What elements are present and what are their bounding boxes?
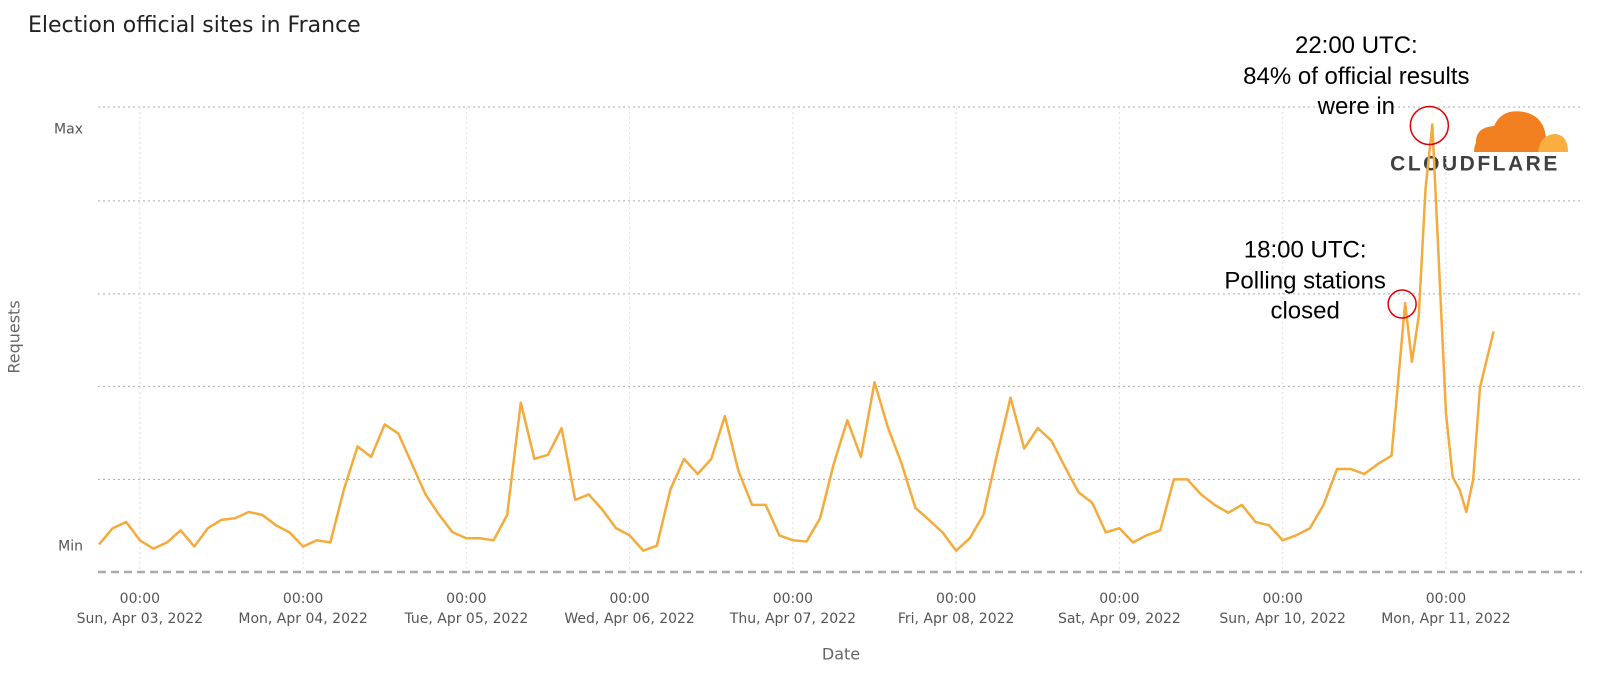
- data-line: [98, 123, 1495, 552]
- x-tick-label: 00:00: [1263, 591, 1303, 607]
- annotation-text: 22:00 UTC:: [1295, 32, 1418, 59]
- x-axis-label: Date: [822, 645, 860, 664]
- x-tick-label: Tue, Apr 05, 2022: [403, 611, 528, 627]
- x-tick-label: 00:00: [446, 591, 486, 607]
- logo-cloud: [1538, 134, 1568, 152]
- x-tick-label: Thu, Apr 07, 2022: [729, 611, 856, 627]
- logo-cloud: [1474, 138, 1498, 152]
- x-tick-label: Fri, Apr 08, 2022: [898, 611, 1015, 627]
- x-tick-label: 00:00: [1426, 591, 1466, 607]
- annotation-text: Polling stations: [1224, 267, 1385, 294]
- annotation-circle: [1387, 289, 1417, 319]
- logo-cloud: [1476, 111, 1551, 152]
- annotation-circle: [1409, 105, 1450, 146]
- annotation-text: closed: [1270, 297, 1339, 324]
- x-tick-label: 00:00: [773, 591, 813, 607]
- logo: CLOUDFLARE: [1390, 111, 1568, 176]
- x-tick-label: Sun, Apr 03, 2022: [77, 611, 204, 627]
- x-tick-label: Wed, Apr 06, 2022: [564, 611, 694, 627]
- x-tick-label: Sun, Apr 10, 2022: [1219, 611, 1346, 627]
- y-tick-label: Max: [54, 122, 83, 138]
- x-tick-label: 00:00: [283, 591, 323, 607]
- annotation-text: were in: [1317, 93, 1395, 120]
- y-tick-label: Min: [58, 539, 83, 555]
- annotation-text: 84% of official results: [1243, 63, 1469, 90]
- y-axis-label: Requests: [5, 300, 24, 373]
- x-tick-label: Mon, Apr 11, 2022: [1381, 611, 1510, 627]
- logo-text: CLOUDFLARE: [1390, 153, 1560, 176]
- chart-title: Election official sites in France: [28, 13, 361, 38]
- annotation-text: 18:00 UTC:: [1244, 236, 1367, 263]
- x-tick-label: 00:00: [120, 591, 160, 607]
- x-tick-label: 00:00: [936, 591, 976, 607]
- x-tick-label: Mon, Apr 04, 2022: [238, 611, 367, 627]
- x-tick-label: Sat, Apr 09, 2022: [1058, 611, 1181, 627]
- x-tick-label: 00:00: [609, 591, 649, 607]
- x-tick-label: 00:00: [1099, 591, 1139, 607]
